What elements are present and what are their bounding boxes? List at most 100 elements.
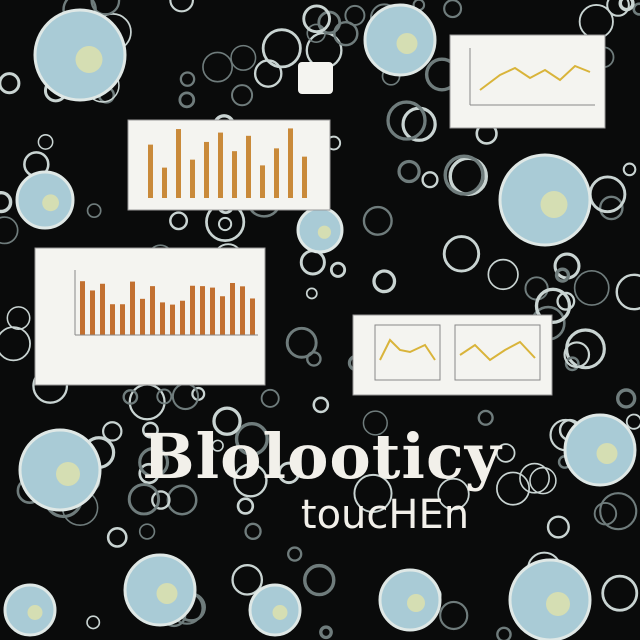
doodle-ring — [622, 162, 637, 177]
panel — [352, 314, 553, 396]
doodle-ring — [362, 410, 388, 436]
doodle-ring — [563, 341, 591, 368]
doodle-ring — [287, 546, 303, 562]
doodle-ring — [615, 273, 640, 311]
doodle-ring — [362, 205, 393, 236]
deco-bar — [250, 298, 255, 335]
doodle-ring — [122, 389, 139, 405]
deco-bar — [218, 132, 223, 198]
doodle-ring — [529, 466, 557, 495]
doodle-ring — [260, 388, 280, 408]
doodle-ring — [573, 270, 610, 306]
deco-bar — [274, 148, 279, 198]
line — [479, 64, 591, 91]
cell-nucleus — [317, 225, 331, 239]
doodle-ring — [234, 421, 269, 457]
inner-plot — [374, 324, 441, 381]
doodle-ring — [437, 477, 470, 511]
cell-nucleus — [27, 605, 43, 620]
deco-bar — [288, 128, 293, 198]
cell-nucleus — [272, 605, 288, 620]
doodle-ring — [231, 563, 264, 596]
doodle-ring — [305, 287, 318, 300]
deco-bar — [162, 167, 167, 198]
line — [459, 340, 536, 362]
deco-bar — [148, 144, 153, 198]
doodle-ring — [495, 443, 516, 463]
doodle-ring — [312, 396, 330, 414]
doodle-ring — [606, 0, 630, 17]
doodle-ring — [443, 154, 485, 196]
doodle-ring — [285, 326, 318, 359]
cell-nucleus — [156, 583, 178, 604]
doodle-ring — [261, 28, 302, 69]
doodle-ring — [0, 326, 31, 362]
doodle-ring — [303, 563, 336, 597]
deco-bar — [190, 285, 195, 335]
doodle-ring — [372, 269, 397, 294]
doodle-ring — [319, 625, 333, 640]
doodle-ring — [496, 471, 531, 506]
cell-nucleus — [75, 46, 103, 73]
deco-bar — [150, 286, 155, 335]
doodle-ring — [386, 100, 427, 141]
doodle-ring — [421, 171, 439, 189]
doodle-ring — [156, 388, 173, 405]
doodle-ring — [397, 159, 421, 184]
deco-bar — [260, 165, 265, 198]
doodle-ring — [598, 195, 624, 221]
doodle-ring — [632, 2, 640, 16]
doodle-ring — [616, 388, 637, 409]
panel-lines — [352, 314, 553, 396]
doodle-ring — [477, 409, 494, 426]
doodle-ring — [496, 626, 512, 640]
deco-bar — [200, 286, 205, 335]
deco-bar — [190, 159, 195, 198]
line — [379, 338, 436, 361]
doodle-ring — [169, 0, 195, 13]
doodle-ring — [202, 51, 234, 83]
doodle-ring — [86, 203, 102, 219]
deco-bar — [176, 129, 181, 198]
cell-nucleus — [56, 462, 80, 486]
doodle-ring — [211, 439, 224, 452]
doodle-ring — [236, 497, 255, 515]
panel — [127, 119, 331, 211]
doodle-ring — [601, 574, 639, 612]
doodle-ring — [37, 134, 54, 150]
doodle-ring — [442, 235, 481, 273]
doodle-ring — [556, 291, 576, 311]
doodle-ring — [244, 522, 262, 541]
doodle-ring — [443, 0, 463, 19]
doodle-ring — [439, 600, 469, 631]
doodle-ring — [179, 71, 196, 87]
doodle-ring — [546, 515, 570, 539]
deco-bar — [130, 281, 135, 335]
doodle-ring — [178, 91, 196, 109]
deco-bar — [230, 282, 235, 335]
deco-bar — [204, 141, 209, 198]
doodle-ring — [618, 0, 635, 12]
deco-bar — [110, 304, 115, 335]
cell-nucleus — [540, 191, 568, 218]
deco-bar — [120, 304, 125, 335]
doodle-ring — [277, 461, 301, 485]
deco-bar — [100, 283, 105, 335]
doodle-ring — [151, 490, 171, 510]
cell-nucleus — [396, 33, 418, 54]
cell-nucleus — [596, 443, 618, 464]
deco-bar — [246, 135, 251, 198]
deco-bar — [140, 298, 145, 335]
deco-bar — [170, 304, 175, 335]
doodle-ring — [86, 615, 101, 630]
doodle-ring — [230, 44, 257, 71]
title: Blolooticy — [142, 420, 503, 493]
doodle-ring — [106, 527, 128, 548]
doodle-ring — [233, 463, 268, 498]
deco-bar — [220, 296, 225, 335]
doodle-ring — [166, 484, 198, 516]
doodle-ring — [333, 20, 359, 47]
doodle-ring — [0, 216, 19, 245]
deco-bar — [302, 156, 307, 198]
